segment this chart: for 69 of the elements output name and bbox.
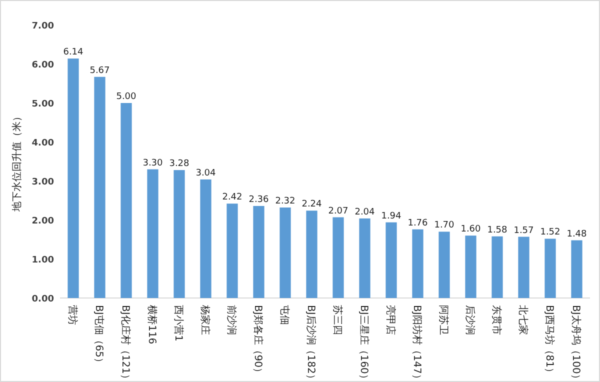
- bar: [94, 76, 106, 298]
- data-label: 5.00: [116, 92, 137, 102]
- x-tick-label: 营坊: [66, 305, 78, 325]
- x-tick-label: BJ后沙涧（182）: [304, 305, 317, 382]
- y-tick-label: 3.00: [32, 178, 54, 188]
- bar: [571, 240, 582, 298]
- bar: [386, 222, 397, 298]
- x-tick-label: 东贯市: [490, 305, 502, 335]
- data-label: 2.36: [248, 194, 270, 205]
- y-tick-label: 1.00: [32, 256, 54, 266]
- y-tick-label: 0.00: [32, 294, 54, 304]
- y-tick-label: 6.00: [32, 60, 54, 70]
- bar: [68, 58, 79, 298]
- data-label: 2.24: [302, 200, 322, 210]
- y-tick-label: 5.00: [32, 100, 54, 110]
- bar: [518, 236, 530, 298]
- x-tick-label: BJ阳坊村（147）: [410, 305, 423, 382]
- data-label: 3.28: [169, 159, 190, 170]
- data-label: 3.04: [196, 168, 216, 178]
- x-tick-label: BJ太舟坞（100）: [570, 305, 582, 382]
- x-tick-label: BJ化庄村（121）: [119, 305, 132, 382]
- x-tick-label: 横桥116: [146, 305, 158, 344]
- x-tick-label: 屯佃: [278, 305, 290, 325]
- bar: [412, 229, 424, 298]
- bar: [174, 170, 185, 298]
- x-tick-label: BJ西马坊（81）: [543, 305, 556, 378]
- bar: [200, 179, 212, 298]
- x-tick-label: 后沙涧: [464, 305, 476, 335]
- x-tick-label: 北七家: [516, 305, 529, 335]
- bar: [120, 103, 132, 298]
- x-tick-label: 阿苏卫: [437, 305, 450, 335]
- bar: [226, 204, 238, 298]
- data-label: 1.60: [460, 224, 482, 235]
- y-tick-label: 2.00: [32, 216, 54, 226]
- y-tick-label: 7.00: [32, 22, 54, 32]
- x-tick-label: 苏三四: [331, 305, 344, 335]
- bar: [332, 217, 344, 298]
- bar: [306, 210, 318, 298]
- data-label: 2.07: [328, 206, 348, 216]
- data-label: 1.70: [434, 220, 455, 231]
- bar: [544, 238, 556, 298]
- bar: [280, 208, 291, 298]
- data-label: 1.94: [381, 211, 402, 222]
- x-tick-label: BJ屯佃（65）: [92, 305, 105, 368]
- bar: [438, 232, 450, 298]
- bar: [147, 169, 158, 298]
- x-tick-label: 亮甲店: [384, 305, 396, 335]
- data-label: 6.14: [63, 48, 84, 58]
- x-tick-label: BJ三星庄（160）: [358, 305, 370, 382]
- data-label: 1.58: [487, 225, 508, 236]
- x-tick-label: 前沙涧: [225, 305, 238, 335]
- data-label: 1.48: [566, 229, 588, 240]
- data-label: 2.04: [354, 207, 376, 218]
- x-tick-label: BJ郑各庄（90）: [252, 305, 264, 378]
- data-label: 3.30: [142, 158, 164, 168]
- data-label: 2.32: [275, 196, 296, 207]
- data-label: 2.42: [222, 192, 242, 203]
- bar: [492, 236, 503, 298]
- data-label: 1.52: [540, 228, 560, 238]
- data-label: 1.57: [514, 226, 534, 236]
- y-axis-title: 地下水位回升值（米）: [11, 112, 23, 212]
- bar: [465, 236, 476, 298]
- bar: [253, 206, 264, 298]
- data-label: 1.76: [408, 218, 428, 228]
- x-tick-label: 西小营1: [172, 305, 184, 342]
- bar: [359, 218, 370, 298]
- x-tick-label: 杨家庄: [198, 304, 211, 335]
- data-label: 5.67: [90, 66, 110, 76]
- y-tick-label: 4.00: [32, 138, 54, 148]
